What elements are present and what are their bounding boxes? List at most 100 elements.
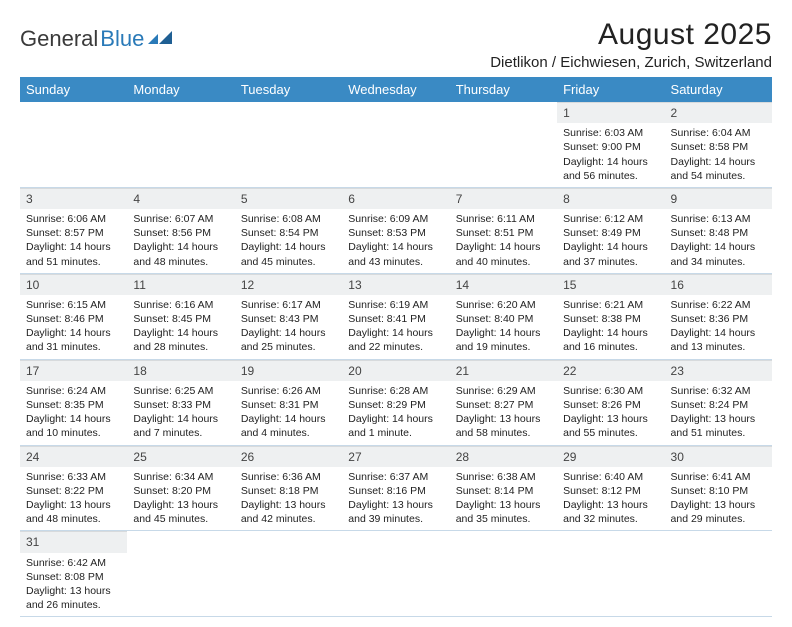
day-number: 24 (20, 446, 127, 467)
sunset-line: Sunset: 8:54 PM (241, 226, 336, 240)
sunrise-line: Sunrise: 6:37 AM (348, 470, 443, 484)
day-number: 6 (342, 188, 449, 209)
sunrise-line: Sunrise: 6:09 AM (348, 212, 443, 226)
day-number: 19 (235, 360, 342, 381)
daylight-line: Daylight: 13 hours and 45 minutes. (133, 498, 228, 526)
calendar-week: 24Sunrise: 6:33 AMSunset: 8:22 PMDayligh… (20, 445, 772, 531)
daylight-line: Daylight: 14 hours and 19 minutes. (456, 326, 551, 354)
sunset-line: Sunset: 8:56 PM (133, 226, 228, 240)
sunset-line: Sunset: 8:45 PM (133, 312, 228, 326)
sunrise-line: Sunrise: 6:13 AM (671, 212, 766, 226)
calendar-cell (127, 531, 234, 617)
day-number: 12 (235, 274, 342, 295)
calendar-cell: 25Sunrise: 6:34 AMSunset: 8:20 PMDayligh… (127, 445, 234, 531)
weekday-header: Sunday (20, 77, 127, 102)
sunrise-line: Sunrise: 6:40 AM (563, 470, 658, 484)
calendar-cell: 19Sunrise: 6:26 AMSunset: 8:31 PMDayligh… (235, 359, 342, 445)
sunset-line: Sunset: 8:10 PM (671, 484, 766, 498)
calendar-cell: 23Sunrise: 6:32 AMSunset: 8:24 PMDayligh… (665, 359, 772, 445)
calendar-table: SundayMondayTuesdayWednesdayThursdayFrid… (20, 77, 772, 617)
sunrise-line: Sunrise: 6:28 AM (348, 384, 443, 398)
daylight-line: Daylight: 13 hours and 26 minutes. (26, 584, 121, 612)
daylight-line: Daylight: 14 hours and 45 minutes. (241, 240, 336, 268)
day-body: Sunrise: 6:33 AMSunset: 8:22 PMDaylight:… (20, 467, 127, 531)
daylight-line: Daylight: 14 hours and 25 minutes. (241, 326, 336, 354)
sunrise-line: Sunrise: 6:42 AM (26, 556, 121, 570)
daylight-line: Daylight: 14 hours and 4 minutes. (241, 412, 336, 440)
day-body: Sunrise: 6:24 AMSunset: 8:35 PMDaylight:… (20, 381, 127, 445)
calendar-cell: 16Sunrise: 6:22 AMSunset: 8:36 PMDayligh… (665, 273, 772, 359)
sunset-line: Sunset: 8:31 PM (241, 398, 336, 412)
calendar-cell: 8Sunrise: 6:12 AMSunset: 8:49 PMDaylight… (557, 187, 664, 273)
calendar-cell: 1Sunrise: 6:03 AMSunset: 9:00 PMDaylight… (557, 102, 664, 187)
logo: GeneralBlue (20, 26, 174, 52)
day-number: 10 (20, 274, 127, 295)
day-number: 1 (557, 102, 664, 123)
day-body: Sunrise: 6:09 AMSunset: 8:53 PMDaylight:… (342, 209, 449, 273)
calendar-cell: 5Sunrise: 6:08 AMSunset: 8:54 PMDaylight… (235, 187, 342, 273)
day-body: Sunrise: 6:26 AMSunset: 8:31 PMDaylight:… (235, 381, 342, 445)
calendar-cell (127, 102, 234, 187)
daylight-line: Daylight: 13 hours and 58 minutes. (456, 412, 551, 440)
daylight-line: Daylight: 13 hours and 29 minutes. (671, 498, 766, 526)
daylight-line: Daylight: 14 hours and 10 minutes. (26, 412, 121, 440)
day-number: 11 (127, 274, 234, 295)
calendar-cell: 22Sunrise: 6:30 AMSunset: 8:26 PMDayligh… (557, 359, 664, 445)
daylight-line: Daylight: 13 hours and 35 minutes. (456, 498, 551, 526)
calendar-cell (235, 102, 342, 187)
daylight-line: Daylight: 14 hours and 1 minute. (348, 412, 443, 440)
calendar-week: 31Sunrise: 6:42 AMSunset: 8:08 PMDayligh… (20, 531, 772, 617)
sunrise-line: Sunrise: 6:41 AM (671, 470, 766, 484)
sunset-line: Sunset: 8:14 PM (456, 484, 551, 498)
sunset-line: Sunset: 8:40 PM (456, 312, 551, 326)
day-body: Sunrise: 6:37 AMSunset: 8:16 PMDaylight:… (342, 467, 449, 531)
day-number: 28 (450, 446, 557, 467)
calendar-cell: 26Sunrise: 6:36 AMSunset: 8:18 PMDayligh… (235, 445, 342, 531)
sunrise-line: Sunrise: 6:06 AM (26, 212, 121, 226)
sunset-line: Sunset: 8:46 PM (26, 312, 121, 326)
sunset-line: Sunset: 8:43 PM (241, 312, 336, 326)
calendar-cell: 21Sunrise: 6:29 AMSunset: 8:27 PMDayligh… (450, 359, 557, 445)
sunrise-line: Sunrise: 6:07 AM (133, 212, 228, 226)
weekday-header: Tuesday (235, 77, 342, 102)
calendar-cell (342, 531, 449, 617)
calendar-cell (450, 102, 557, 187)
sunset-line: Sunset: 8:41 PM (348, 312, 443, 326)
sunrise-line: Sunrise: 6:30 AM (563, 384, 658, 398)
weekday-row: SundayMondayTuesdayWednesdayThursdayFrid… (20, 77, 772, 102)
sunset-line: Sunset: 8:36 PM (671, 312, 766, 326)
sunrise-line: Sunrise: 6:20 AM (456, 298, 551, 312)
calendar-cell: 27Sunrise: 6:37 AMSunset: 8:16 PMDayligh… (342, 445, 449, 531)
calendar-cell: 2Sunrise: 6:04 AMSunset: 8:58 PMDaylight… (665, 102, 772, 187)
day-number: 15 (557, 274, 664, 295)
header: GeneralBlue August 2025 Dietlikon / Eich… (20, 18, 772, 71)
day-number: 2 (665, 102, 772, 123)
daylight-line: Daylight: 14 hours and 40 minutes. (456, 240, 551, 268)
day-body: Sunrise: 6:29 AMSunset: 8:27 PMDaylight:… (450, 381, 557, 445)
day-body: Sunrise: 6:30 AMSunset: 8:26 PMDaylight:… (557, 381, 664, 445)
daylight-line: Daylight: 14 hours and 43 minutes. (348, 240, 443, 268)
calendar-cell (342, 102, 449, 187)
sunset-line: Sunset: 8:51 PM (456, 226, 551, 240)
calendar-cell: 15Sunrise: 6:21 AMSunset: 8:38 PMDayligh… (557, 273, 664, 359)
sunset-line: Sunset: 8:22 PM (26, 484, 121, 498)
day-number: 25 (127, 446, 234, 467)
logo-text-b: Blue (100, 26, 144, 52)
day-number: 3 (20, 188, 127, 209)
day-body: Sunrise: 6:34 AMSunset: 8:20 PMDaylight:… (127, 467, 234, 531)
sunrise-line: Sunrise: 6:24 AM (26, 384, 121, 398)
day-number: 13 (342, 274, 449, 295)
calendar-cell (20, 102, 127, 187)
day-number: 30 (665, 446, 772, 467)
sunrise-line: Sunrise: 6:08 AM (241, 212, 336, 226)
calendar-cell (450, 531, 557, 617)
sunset-line: Sunset: 8:08 PM (26, 570, 121, 584)
calendar-cell (557, 531, 664, 617)
daylight-line: Daylight: 13 hours and 48 minutes. (26, 498, 121, 526)
sunset-line: Sunset: 8:24 PM (671, 398, 766, 412)
weekday-header: Wednesday (342, 77, 449, 102)
sunset-line: Sunset: 8:29 PM (348, 398, 443, 412)
sunrise-line: Sunrise: 6:38 AM (456, 470, 551, 484)
day-number: 4 (127, 188, 234, 209)
day-number: 22 (557, 360, 664, 381)
